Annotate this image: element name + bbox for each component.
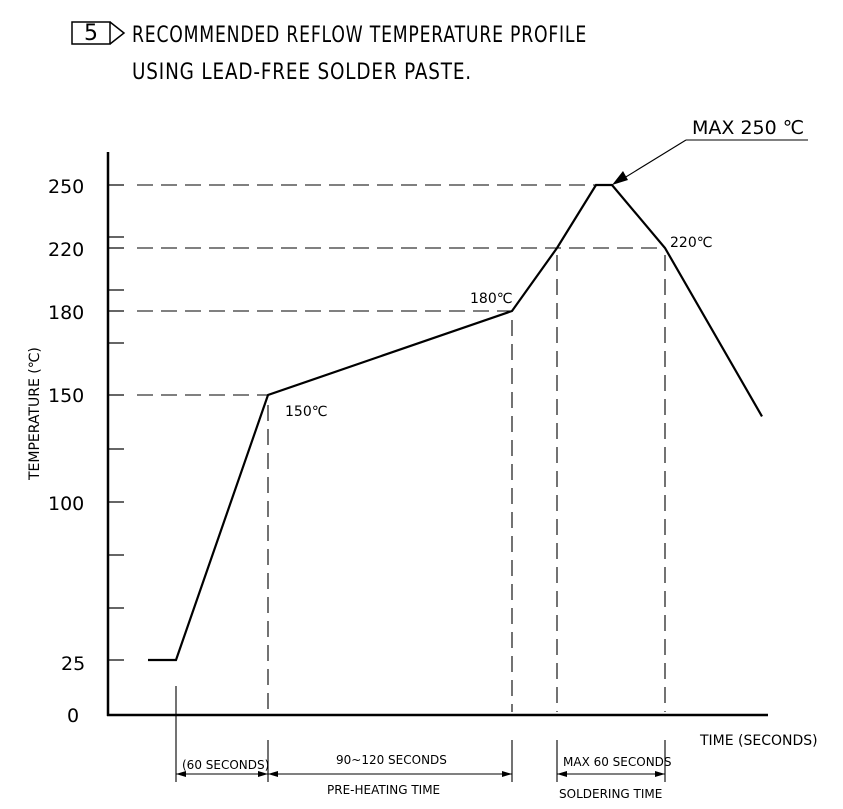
minor-ticks <box>108 184 124 661</box>
interval-label-60s: (60 SECONDS) <box>182 758 269 772</box>
annotation-220: 220℃ <box>670 235 712 251</box>
interval-ticks <box>175 686 666 782</box>
title-line-1: RECOMMENDED REFLOW TEMPERATURE PROFILE <box>132 23 587 48</box>
arrowhead-icon <box>655 771 665 777</box>
caption-soldering: SOLDERING TIME <box>559 787 662 801</box>
arrowhead-icon <box>557 771 567 777</box>
y-tick-label: 0 <box>67 705 79 727</box>
note-number-box <box>71 21 111 45</box>
interval-arrows <box>176 771 665 777</box>
y-tick-label: 250 <box>48 176 84 198</box>
series-line <box>148 183 763 662</box>
y-tick-label: 25 <box>61 653 85 675</box>
max-temp-label: MAX 250 ℃ <box>692 117 804 139</box>
arrowhead-icon <box>268 771 278 777</box>
arrowhead-icon <box>258 771 268 777</box>
annotation-150: 150℃ <box>285 404 327 420</box>
y-tick-label: 180 <box>48 302 84 324</box>
interval-label-soldering: MAX 60 SECONDS <box>563 755 672 769</box>
annotation-180: 180℃ <box>470 291 512 307</box>
reference-lines <box>137 184 666 712</box>
arrowhead-icon <box>502 771 512 777</box>
y-tick-label: 150 <box>48 385 84 407</box>
note-arrow-icon <box>109 21 126 45</box>
y-tick-label: 100 <box>48 493 84 515</box>
x-axis-label: TIME (SECONDS) <box>699 733 818 749</box>
arrowhead-icon <box>176 771 186 777</box>
caption-preheat: PRE-HEATING TIME <box>327 783 440 797</box>
interval-label-preheat: 90~120 SECONDS <box>336 753 447 767</box>
y-tick-label: 220 <box>48 239 84 261</box>
title-line-2: USING LEAD-FREE SOLDER PASTE. <box>132 60 472 85</box>
note-number: 5 <box>84 21 99 46</box>
callout-leader <box>615 139 687 184</box>
callout-arrow-icon <box>612 171 628 185</box>
y-axis-label: TEMPERATURE (℃) <box>27 347 43 481</box>
